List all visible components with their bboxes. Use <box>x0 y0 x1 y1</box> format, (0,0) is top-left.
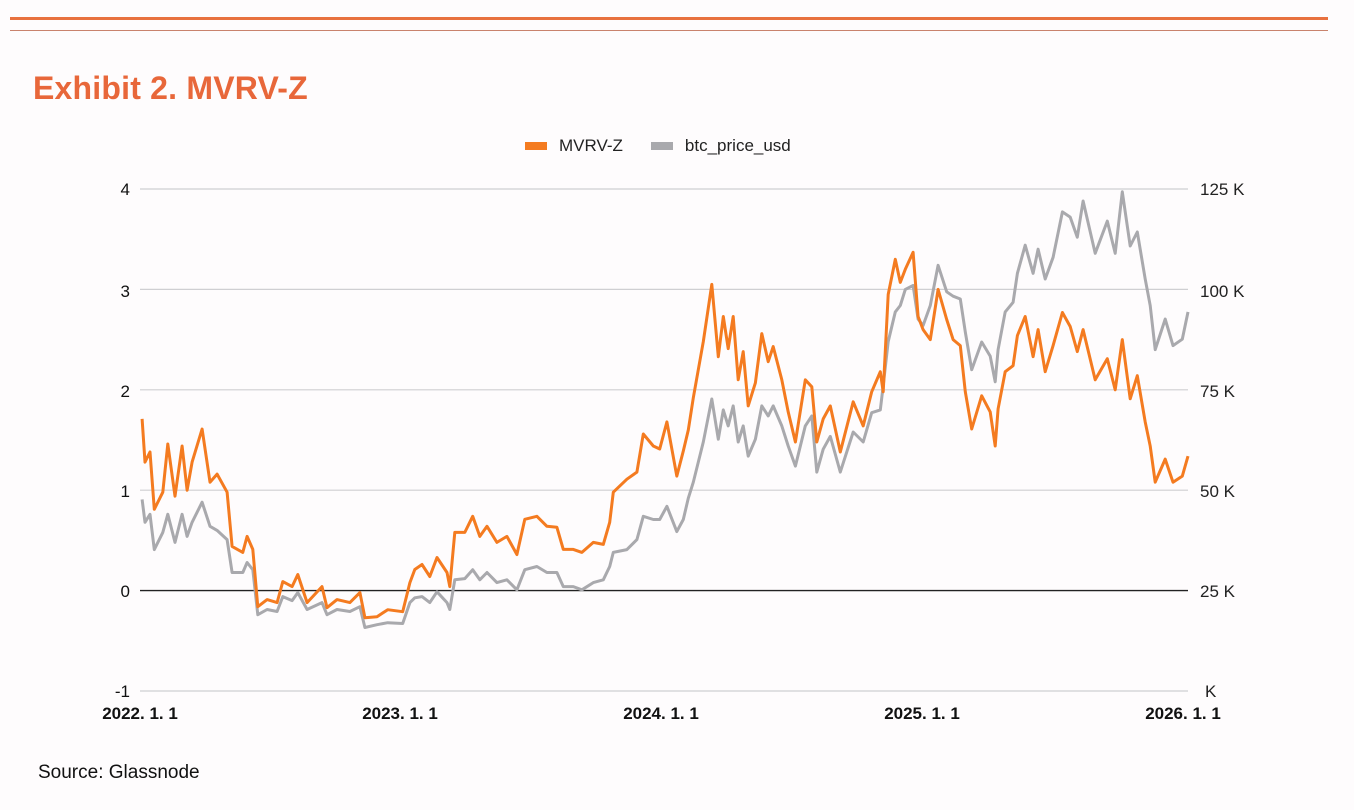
x-tick: 2022. 1. 1 <box>102 704 178 723</box>
y-axis-left: 4 3 2 1 0 -1 <box>115 180 130 701</box>
x-tick: 2026. 1. 1 <box>1145 704 1221 723</box>
header-rule-thick <box>10 17 1328 20</box>
y-right-tick: 50 K <box>1200 482 1236 501</box>
legend-swatch-price <box>650 142 673 150</box>
y-left-tick: 0 <box>121 582 130 601</box>
y-right-tick: 75 K <box>1200 382 1236 401</box>
y-left-tick: 2 <box>121 382 130 401</box>
x-axis: 2022. 1. 1 2023. 1. 1 2024. 1. 1 2025. 1… <box>102 704 1221 723</box>
x-tick: 2025. 1. 1 <box>884 704 960 723</box>
y-right-tick: 125 K <box>1200 180 1245 199</box>
y-right-tick: K <box>1205 682 1217 701</box>
y-axis-right: 125 K 100 K 75 K 50 K 25 K K <box>1200 180 1245 701</box>
legend-swatch-mvrv <box>525 142 547 150</box>
legend-label-mvrv: MVRV-Z <box>559 136 623 155</box>
series-lines <box>140 190 1190 629</box>
y-left-tick: -1 <box>115 682 130 701</box>
mvrv-z-line <box>140 250 1190 620</box>
y-left-tick: 1 <box>121 482 130 501</box>
y-right-tick: 25 K <box>1200 582 1236 601</box>
gridlines <box>140 188 1188 692</box>
x-tick: 2024. 1. 1 <box>623 704 699 723</box>
x-tick: 2023. 1. 1 <box>362 704 438 723</box>
btc-price-line <box>140 190 1190 629</box>
legend-item-price: btc_price_usd <box>650 136 791 156</box>
exhibit-title: Exhibit 2. MVRV-Z <box>33 70 308 106</box>
header-rule-thin <box>10 30 1328 31</box>
legend-item-mvrv: MVRV-Z <box>525 136 623 156</box>
y-left-tick: 3 <box>121 282 130 301</box>
source-note: Source: Glassnode <box>38 762 200 783</box>
y-right-tick: 100 K <box>1200 282 1245 301</box>
legend-label-price: btc_price_usd <box>684 136 791 155</box>
chart-legend: MVRV-Z btc_price_usd <box>525 136 819 156</box>
y-left-tick: 4 <box>121 180 130 199</box>
